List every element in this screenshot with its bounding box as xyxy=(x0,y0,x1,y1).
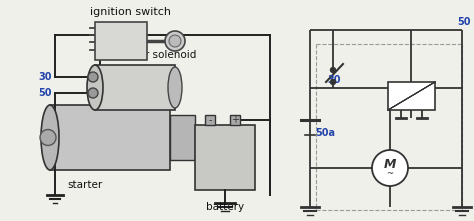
Text: 50: 50 xyxy=(457,17,471,27)
Circle shape xyxy=(88,72,98,82)
Circle shape xyxy=(372,150,408,186)
Circle shape xyxy=(330,67,336,72)
Circle shape xyxy=(169,35,181,47)
Text: 30: 30 xyxy=(38,72,52,82)
Bar xyxy=(388,82,435,110)
Text: M: M xyxy=(384,158,396,171)
Bar xyxy=(95,65,175,110)
Bar xyxy=(195,125,255,190)
Bar xyxy=(95,22,147,60)
Circle shape xyxy=(40,130,56,145)
Bar xyxy=(230,115,240,125)
Text: 50a: 50a xyxy=(315,128,335,137)
Text: 50: 50 xyxy=(38,88,52,98)
Circle shape xyxy=(165,31,185,51)
Text: 30: 30 xyxy=(327,75,340,85)
Text: -: - xyxy=(208,115,212,125)
Text: battery: battery xyxy=(206,202,244,212)
Ellipse shape xyxy=(41,105,59,170)
Ellipse shape xyxy=(168,67,182,108)
Circle shape xyxy=(88,88,98,98)
Bar xyxy=(170,115,195,160)
Ellipse shape xyxy=(87,65,103,110)
Bar xyxy=(205,115,215,125)
Text: +: + xyxy=(231,115,239,125)
Text: ignition switch: ignition switch xyxy=(91,7,172,17)
Circle shape xyxy=(330,80,336,84)
Text: starter: starter xyxy=(67,180,103,190)
Bar xyxy=(50,105,170,170)
Text: starter solenoid: starter solenoid xyxy=(114,50,196,60)
Text: ~: ~ xyxy=(386,170,393,179)
